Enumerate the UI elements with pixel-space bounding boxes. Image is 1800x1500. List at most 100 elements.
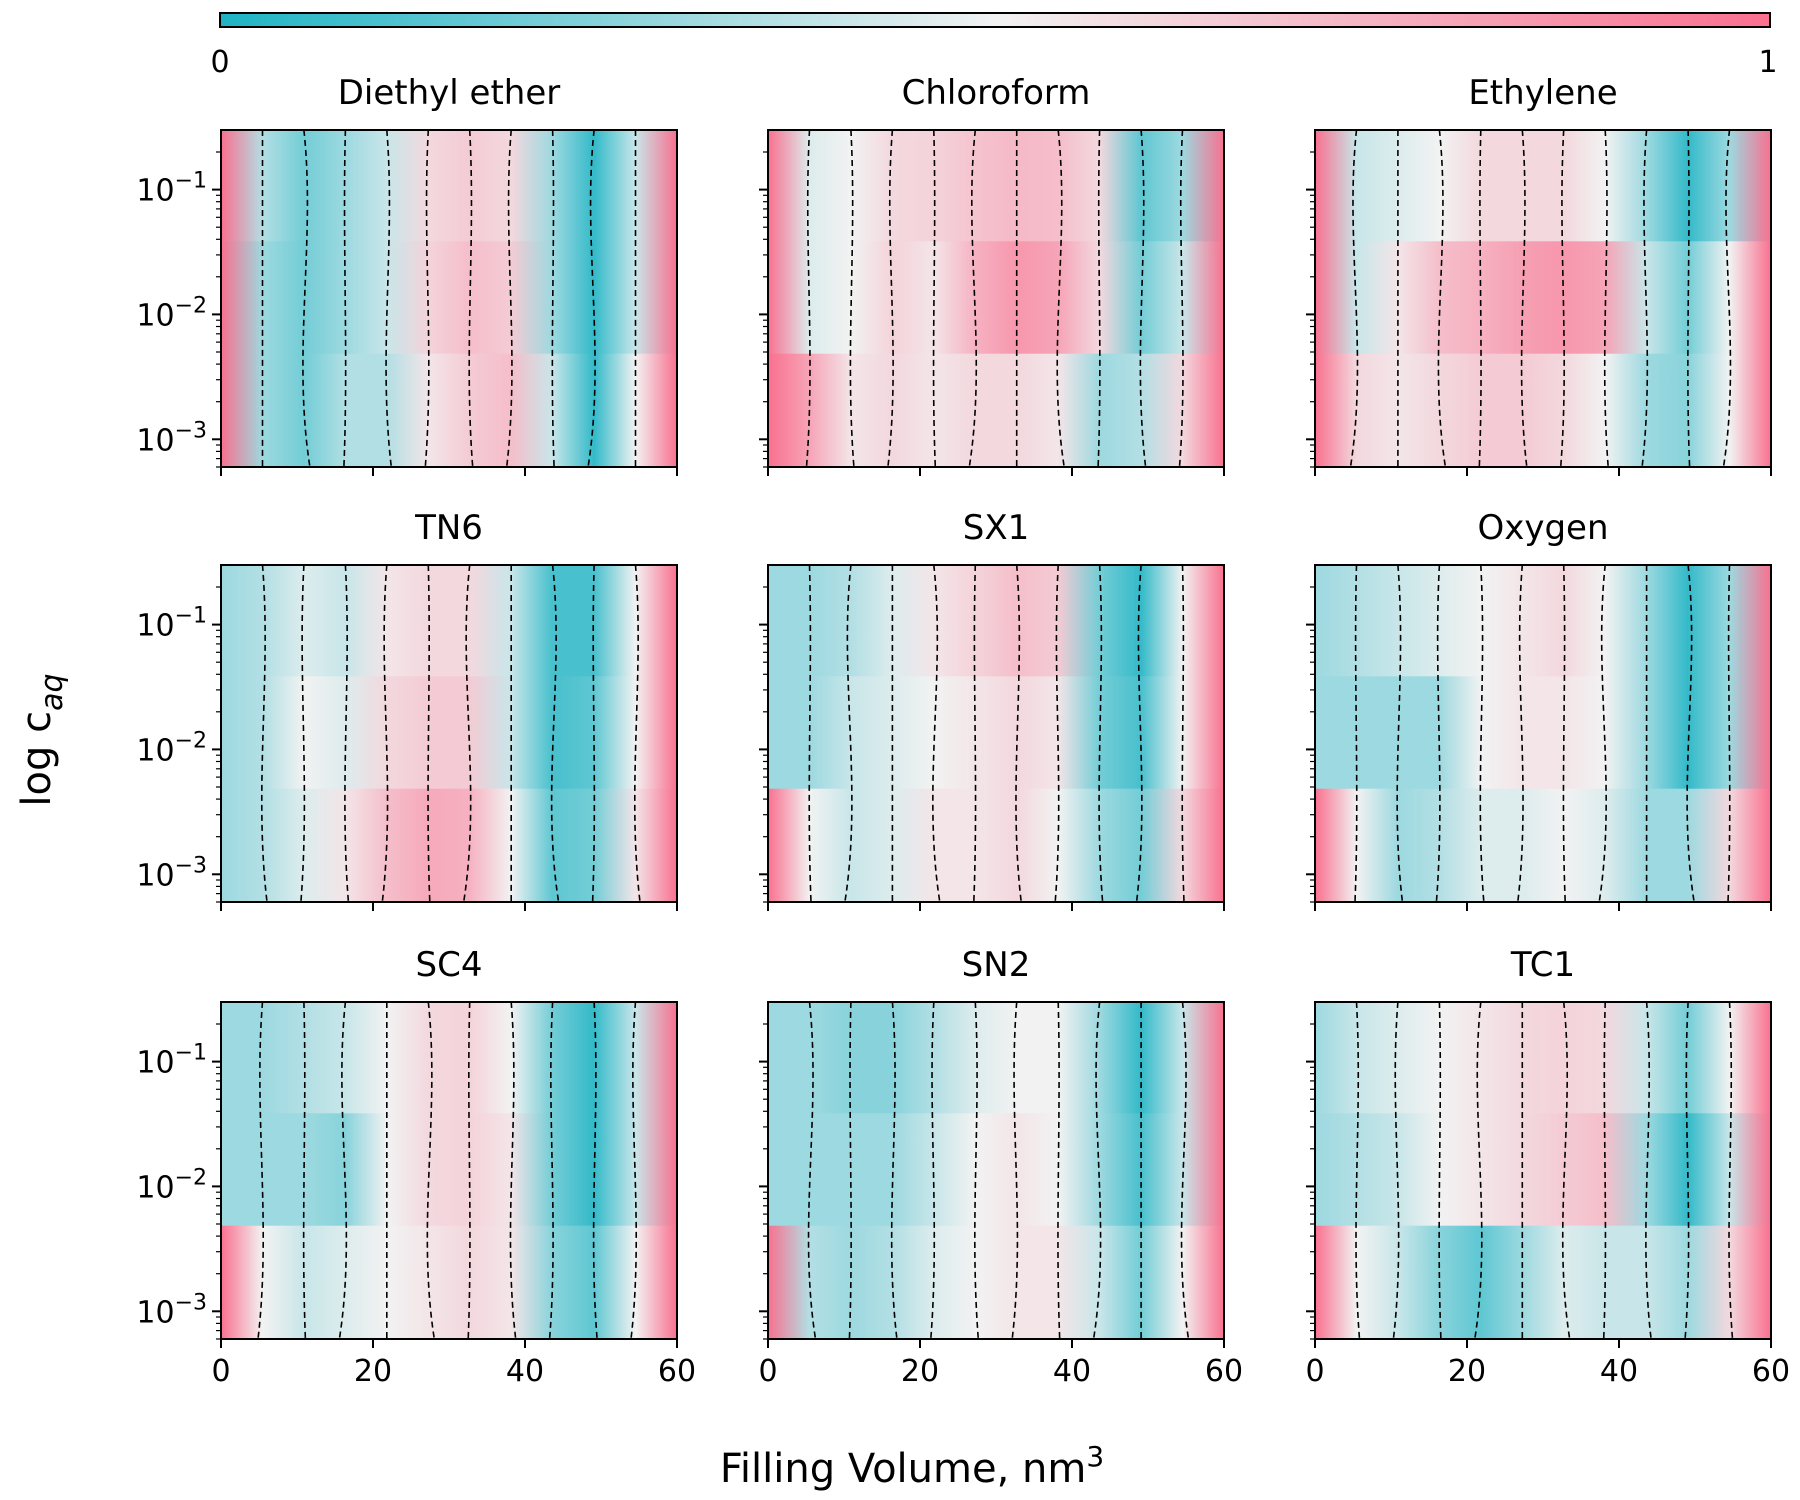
heatmap-band-7-1 <box>221 1002 677 1116</box>
contour-line-8-5 <box>974 1002 980 1339</box>
contour-line-5-2 <box>844 565 853 902</box>
panel-title-2: Chloroform <box>902 73 1091 113</box>
y-tick-label-4-2-exp: −2 <box>175 728 207 753</box>
colorbar: 0 1 <box>210 12 1778 80</box>
y-tick-label-7-1-base: 10 <box>136 1295 174 1330</box>
y-tick-label-4-3-exp: −1 <box>175 604 207 629</box>
y-tick-label-4-1: 10−3 <box>136 853 207 893</box>
heatmap-field-8 <box>768 1002 1224 1339</box>
panel-title-3: Ethylene <box>1468 73 1617 113</box>
panel-title-7: SC4 <box>416 945 483 985</box>
heatmap-band-6-2 <box>1315 676 1771 791</box>
colorbar-fill <box>219 12 1771 28</box>
panel-title-4: TN6 <box>414 508 483 548</box>
contour-line-4-5 <box>427 565 431 902</box>
panel-2: Chloroform <box>759 73 1225 476</box>
panel-frame-1 <box>220 129 678 468</box>
panel-8: SN2 0 20 40 60 <box>758 945 1243 1389</box>
y-tick-label-4-2-base: 10 <box>136 733 174 768</box>
heatmap-band-5-3 <box>768 788 1224 902</box>
contour-line-3-8 <box>1641 130 1649 467</box>
heatmap-band-9-2 <box>1315 1113 1771 1228</box>
panel-9: TC1 0 20 40 60 <box>1305 945 1790 1389</box>
contour-line-4-3 <box>344 565 350 902</box>
contour-line-1-9 <box>587 130 596 467</box>
contour-line-4-1 <box>260 565 268 902</box>
heatmap-band-2-3 <box>768 353 1224 467</box>
contour-line-3-4 <box>1478 130 1482 467</box>
contour-line-7-1 <box>257 1002 265 1339</box>
heatmap-band-5-1 <box>768 565 1224 679</box>
x-tick-label-9-4: 60 <box>1752 1354 1790 1389</box>
panel-frame-6 <box>1314 564 1772 903</box>
contour-line-9-6 <box>1561 1002 1571 1339</box>
x-tick-label-8-2: 20 <box>901 1354 939 1389</box>
panel-6: Oxygen <box>1306 508 1772 911</box>
contour-line-4-2 <box>300 565 306 902</box>
contour-line-2-4 <box>932 130 937 467</box>
contour-line-5-7 <box>1054 565 1060 902</box>
contour-line-8-10 <box>1180 1002 1190 1339</box>
y-tick-label-4-1-exp: −3 <box>175 853 207 878</box>
contour-line-3-10 <box>1722 130 1732 467</box>
y-tick-label-4-3: 10−1 <box>136 604 207 644</box>
contour-line-8-1 <box>807 1002 817 1339</box>
contour-line-5-6 <box>1015 565 1022 902</box>
contour-line-3-5 <box>1520 130 1528 467</box>
panel-frame-9 <box>1314 1001 1772 1340</box>
contour-line-2-5 <box>968 130 978 467</box>
panel-3: Ethylene <box>1306 73 1772 476</box>
heatmap-band-8-2 <box>768 1113 1224 1228</box>
contour-line-2-7 <box>1056 130 1065 467</box>
panel-title-1: Diethyl ether <box>338 73 561 113</box>
y-axis-title-sub: aq <box>35 673 70 710</box>
contour-line-5-10 <box>1181 565 1185 902</box>
heatmap-band-4-3 <box>221 788 677 902</box>
x-tick-label-9-3: 40 <box>1600 1354 1638 1389</box>
y-tick-label-1-2-exp: −2 <box>175 293 207 318</box>
contour-line-2-1 <box>805 130 811 467</box>
heatmap-band-5-2 <box>768 676 1224 791</box>
x-tick-label-7-1: 0 <box>211 1354 230 1389</box>
heatmap-band-4-2 <box>221 676 677 791</box>
contour-line-1-4 <box>385 130 393 467</box>
y-tick-label-4-1-base: 10 <box>136 858 174 893</box>
y-tick-label-4-2: 10−2 <box>136 728 207 768</box>
contour-line-8-2 <box>848 1002 852 1339</box>
heatmap-band-2-2 <box>768 241 1224 356</box>
contour-line-2-9 <box>1139 130 1147 467</box>
contour-line-4-6 <box>462 565 472 902</box>
heatmap-band-1-3 <box>221 353 677 467</box>
contour-line-5-8 <box>1098 565 1104 902</box>
y-tick-label-1-3-exp: −1 <box>175 169 207 194</box>
colorbar-min-label: 0 <box>210 45 229 80</box>
heatmap-band-7-3 <box>221 1225 677 1339</box>
contour-line-7-8 <box>548 1002 554 1339</box>
contour-line-4-9 <box>591 565 596 902</box>
x-tick-label-7-2: 20 <box>354 1354 392 1389</box>
contour-line-3-3 <box>1437 130 1447 467</box>
x-tick-label-9-1: 0 <box>1305 1354 1324 1389</box>
y-tick-label-4-3-base: 10 <box>136 609 174 644</box>
x-tick-label-9-2: 20 <box>1448 1354 1486 1389</box>
contour-line-7-2 <box>302 1002 307 1339</box>
heatmap-band-8-1 <box>768 1002 1224 1116</box>
contour-line-8-6 <box>1011 1002 1019 1339</box>
contour-line-4-10 <box>633 565 641 902</box>
heatmap-field-5 <box>768 565 1224 902</box>
contour-line-9-3 <box>1438 1002 1442 1339</box>
contour-line-1-5 <box>424 130 430 467</box>
panel-frame-3 <box>1314 129 1772 468</box>
heatmap-field-6 <box>1315 565 1771 902</box>
contour-line-1-8 <box>551 130 555 467</box>
heatmap-band-4-1 <box>221 565 677 679</box>
contour-line-1-3 <box>343 130 347 467</box>
heatmap-band-9-1 <box>1315 1002 1771 1116</box>
contour-line-1-7 <box>505 130 513 467</box>
contour-line-2-10 <box>1178 130 1184 467</box>
heatmap-band-1-1 <box>221 130 677 244</box>
y-tick-label-1-1-base: 10 <box>136 423 174 458</box>
y-axis-title-main: log c <box>14 711 60 807</box>
contour-line-6-3 <box>1435 565 1441 902</box>
